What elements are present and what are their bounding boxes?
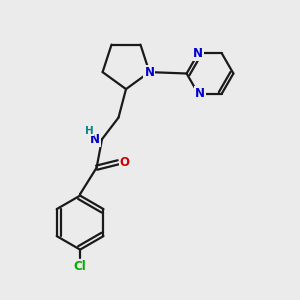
Text: O: O bbox=[120, 156, 130, 169]
Text: Cl: Cl bbox=[74, 260, 86, 273]
Text: N: N bbox=[193, 47, 203, 60]
Text: H: H bbox=[85, 126, 94, 136]
Text: N: N bbox=[90, 133, 100, 146]
Text: N: N bbox=[195, 87, 205, 100]
Text: N: N bbox=[144, 66, 154, 79]
